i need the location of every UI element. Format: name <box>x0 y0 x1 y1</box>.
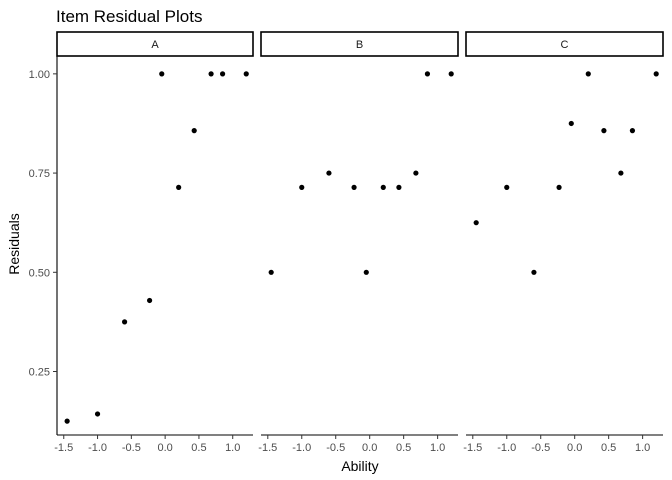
facet-strip <box>465 31 664 57</box>
data-point <box>531 269 537 275</box>
facet-strip <box>260 31 459 57</box>
facet-strip-label: A <box>151 39 159 51</box>
y-axis: 0.25 0.50 0.75 1.00 <box>29 56 58 435</box>
x-tick-label: -1.5 <box>463 442 482 454</box>
x-tick-label: 0.5 <box>601 442 616 454</box>
y-tick-label: 0.25 <box>29 367 50 379</box>
x-tick-label: -1.0 <box>292 442 311 454</box>
facet-panel-b: B -1.5 -1.0 -0.5 0.0 0.5 1.0 <box>258 31 459 454</box>
x-tick-label: -1.5 <box>258 442 277 454</box>
data-point <box>64 418 70 424</box>
chart-title: Item Residual Plots <box>56 7 202 26</box>
y-tick-label: 0.75 <box>29 168 50 180</box>
y-axis-title: Residuals <box>6 213 22 274</box>
facet-strip-label: C <box>561 39 569 51</box>
x-tick-label: 0.0 <box>362 442 377 454</box>
data-point <box>219 71 226 77</box>
data-point <box>448 71 454 77</box>
facet-strip-label: B <box>356 39 363 51</box>
data-point <box>191 128 197 134</box>
x-tick-label: 1.0 <box>430 442 445 454</box>
x-axis-title: Ability <box>341 458 378 474</box>
data-point <box>208 71 214 77</box>
facet-panels: A -1.5 -1.0 -0.5 0.0 0.5 1.0 B -1.5 -1.0 -0.5 0.0 0.… <box>54 31 664 454</box>
y-tick-label: 0.50 <box>29 267 50 279</box>
x-tick-label: 0.5 <box>191 442 206 454</box>
data-point <box>159 71 165 77</box>
y-tick-label: 1.00 <box>29 69 50 81</box>
data-point <box>268 269 274 275</box>
data-point <box>243 71 249 77</box>
data-point <box>618 170 624 176</box>
data-point <box>299 184 305 190</box>
data-point <box>380 184 386 190</box>
facet-strip <box>56 31 254 57</box>
data-point <box>146 297 153 304</box>
data-point <box>396 184 402 190</box>
x-tick-label: -0.5 <box>531 442 550 454</box>
data-point <box>363 269 369 275</box>
data-point <box>504 184 510 190</box>
x-tick-label: 1.0 <box>635 442 650 454</box>
facet-panel-c: C -1.5 -1.0 -0.5 0.0 0.5 1.0 <box>463 31 664 454</box>
data-point <box>601 128 607 134</box>
facet-panel-a: A -1.5 -1.0 -0.5 0.0 0.5 1.0 <box>54 31 254 454</box>
x-tick-label: 0.5 <box>396 442 411 454</box>
data-point <box>653 71 659 77</box>
data-point <box>585 71 591 77</box>
data-point <box>351 184 357 190</box>
x-tick-label: -1.0 <box>88 442 107 454</box>
x-tick-label: 0.0 <box>157 442 172 454</box>
data-point <box>176 184 182 190</box>
data-point <box>473 220 479 226</box>
data-point <box>413 170 419 176</box>
data-point <box>326 170 332 176</box>
data-point <box>424 71 431 77</box>
data-point <box>556 184 562 190</box>
data-point <box>121 319 128 325</box>
x-tick-label: 0.0 <box>567 442 582 454</box>
data-point <box>568 120 574 127</box>
x-tick-label: 1.0 <box>225 442 240 454</box>
x-tick-label: -1.0 <box>497 442 516 454</box>
data-point <box>94 411 101 417</box>
x-tick-label: -1.5 <box>54 442 73 454</box>
x-tick-label: -0.5 <box>326 442 345 454</box>
x-tick-label: -0.5 <box>122 442 141 454</box>
data-point <box>629 128 636 134</box>
